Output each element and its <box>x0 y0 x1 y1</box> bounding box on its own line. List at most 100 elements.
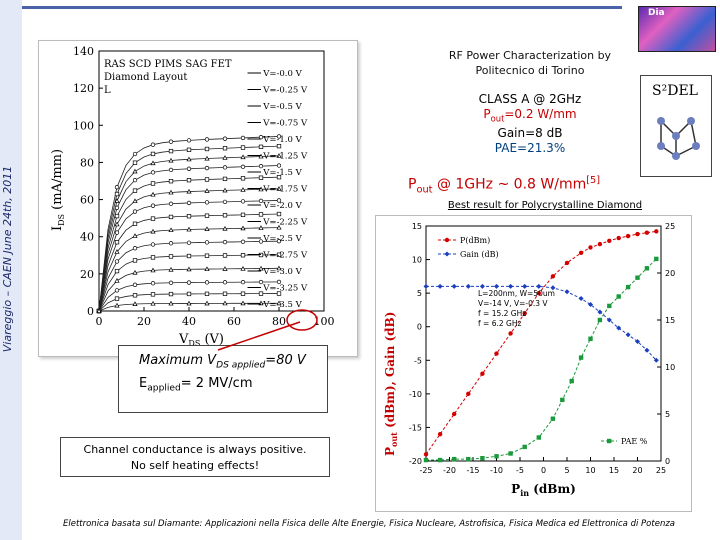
gain-point <box>522 283 528 289</box>
pout-point <box>522 311 527 316</box>
gain-point <box>508 283 514 289</box>
gain-point <box>465 283 471 289</box>
top-rule <box>22 6 622 9</box>
left-bar <box>0 0 22 540</box>
pout-legend-label-0: P(dBm) <box>460 236 490 245</box>
gain-point <box>597 309 603 315</box>
iv-point <box>204 226 210 231</box>
pout-yl-tick-label: 5 <box>417 289 422 298</box>
iv-point <box>240 239 246 244</box>
pout-legend-mark <box>444 237 450 243</box>
iv-point <box>114 213 120 219</box>
iv-point <box>222 239 228 245</box>
iv-y-tick-label: 20 <box>80 268 94 281</box>
iv-point <box>258 239 264 244</box>
iv-legend-label-10: V=-2.5 V <box>262 234 302 244</box>
iv-point <box>204 300 210 306</box>
pae-legend-mark <box>607 438 612 444</box>
iv-point <box>132 209 138 214</box>
iv-legend-label-1: V=-0.25 V <box>262 86 308 96</box>
iv-legend-label-5: V=-1.25 V <box>262 152 308 162</box>
iv-point <box>222 165 228 170</box>
iv-point <box>114 221 120 227</box>
iv-x-tick-label: 20 <box>137 315 151 328</box>
pout-point <box>635 231 640 237</box>
iv-point <box>114 230 120 235</box>
iv-point <box>204 280 210 285</box>
iv-point <box>222 187 228 193</box>
pae-point <box>466 456 471 462</box>
iv-point <box>222 300 228 306</box>
iv-y-tick-label: 140 <box>73 45 94 58</box>
pout-yr-tick-label: 25 <box>665 222 675 231</box>
iv-point <box>186 214 192 219</box>
pae-point <box>654 256 659 262</box>
iv-y-tick-label: 120 <box>73 82 94 95</box>
iv-point <box>222 291 228 296</box>
iv-point <box>204 146 210 152</box>
iv-point <box>168 227 174 233</box>
gain-point <box>635 338 640 344</box>
pout-y-left-label: Pout (dBm), Gain (dB) <box>383 312 399 456</box>
iv-legend-label-11: V=-2.75 V <box>262 251 308 261</box>
iv-point <box>114 302 120 308</box>
iv-point <box>186 200 192 206</box>
gain-point <box>606 317 612 323</box>
gain-point <box>536 283 542 289</box>
iv-legend-label-14: V=-3.5 V <box>262 300 302 310</box>
iv-point <box>258 175 264 180</box>
iv-legend-label-7: V=-1.75 V <box>262 185 308 195</box>
pae-point <box>480 455 485 461</box>
pae-point <box>616 294 621 299</box>
iv-y-tick-label: 0 <box>87 305 94 318</box>
iv-chart-panel: 0 20 40 60 80 100 0 20 40 60 80 100 120 140 RAS SCD PI… <box>38 40 358 357</box>
iv-point <box>96 308 102 313</box>
iv-point <box>186 240 192 245</box>
iv-point <box>150 267 156 273</box>
gain-point <box>616 325 622 331</box>
s2del-label: S²DEL <box>652 83 698 99</box>
iv-point <box>276 279 282 285</box>
best-result-caption: Best result for Polycrystalline Diamond <box>447 200 643 211</box>
iv-legend-label-12: V=-3.0 V <box>262 267 302 277</box>
pout-point <box>494 351 499 356</box>
iv-y-tick-label: 100 <box>73 119 94 132</box>
pout-annotation-0: L=200nm, W=50um <box>478 289 555 298</box>
pout-annotation-1: V=-14 V, V=-0.3 V <box>478 299 548 308</box>
vds-line: Maximum VDS applied=80 V <box>139 353 306 371</box>
iv-legend-label-9: V=-2.25 V <box>262 218 308 228</box>
class-a-line1: CLASS A @ 2GHz <box>478 92 582 106</box>
iv-y-tick-label: 80 <box>80 156 94 169</box>
class-a-pout: Pout=0.2 W/mm <box>483 107 577 124</box>
iv-point <box>204 291 210 296</box>
iv-point <box>222 136 228 141</box>
pout-yr-tick-label: 15 <box>665 316 675 325</box>
pout-y-left-sub: out <box>389 432 399 447</box>
iv-point <box>186 266 192 272</box>
pout-yr-tick-label: 5 <box>665 410 670 419</box>
iv-point <box>240 164 246 169</box>
pout-yl-tick-label: 15 <box>412 222 422 231</box>
iv-y-tick-label: 60 <box>80 194 94 207</box>
iv-point <box>168 214 174 220</box>
iv-y-axis-sub: DS <box>57 214 66 226</box>
iv-point <box>276 211 282 217</box>
iv-point <box>168 280 174 285</box>
iv-point <box>276 143 282 149</box>
iv-point <box>168 201 174 206</box>
iv-title-line: RAS SCD PIMS SAG FET <box>104 59 232 70</box>
rf-title: RF Power Characterization by Politecnico… <box>430 48 630 78</box>
iv-point <box>240 280 246 285</box>
iv-point <box>132 301 138 306</box>
iv-point <box>132 293 138 298</box>
iv-point <box>186 300 192 306</box>
gain-point <box>479 283 485 289</box>
iv-point <box>186 280 192 285</box>
iv-point <box>276 300 282 306</box>
class-a-pae: PAE=21.3% <box>494 141 566 156</box>
iv-point <box>186 147 192 152</box>
iv-point <box>258 163 264 169</box>
iv-point <box>204 200 210 205</box>
iv-point <box>114 249 120 254</box>
pout-yl-tick-label: -10 <box>409 390 422 399</box>
